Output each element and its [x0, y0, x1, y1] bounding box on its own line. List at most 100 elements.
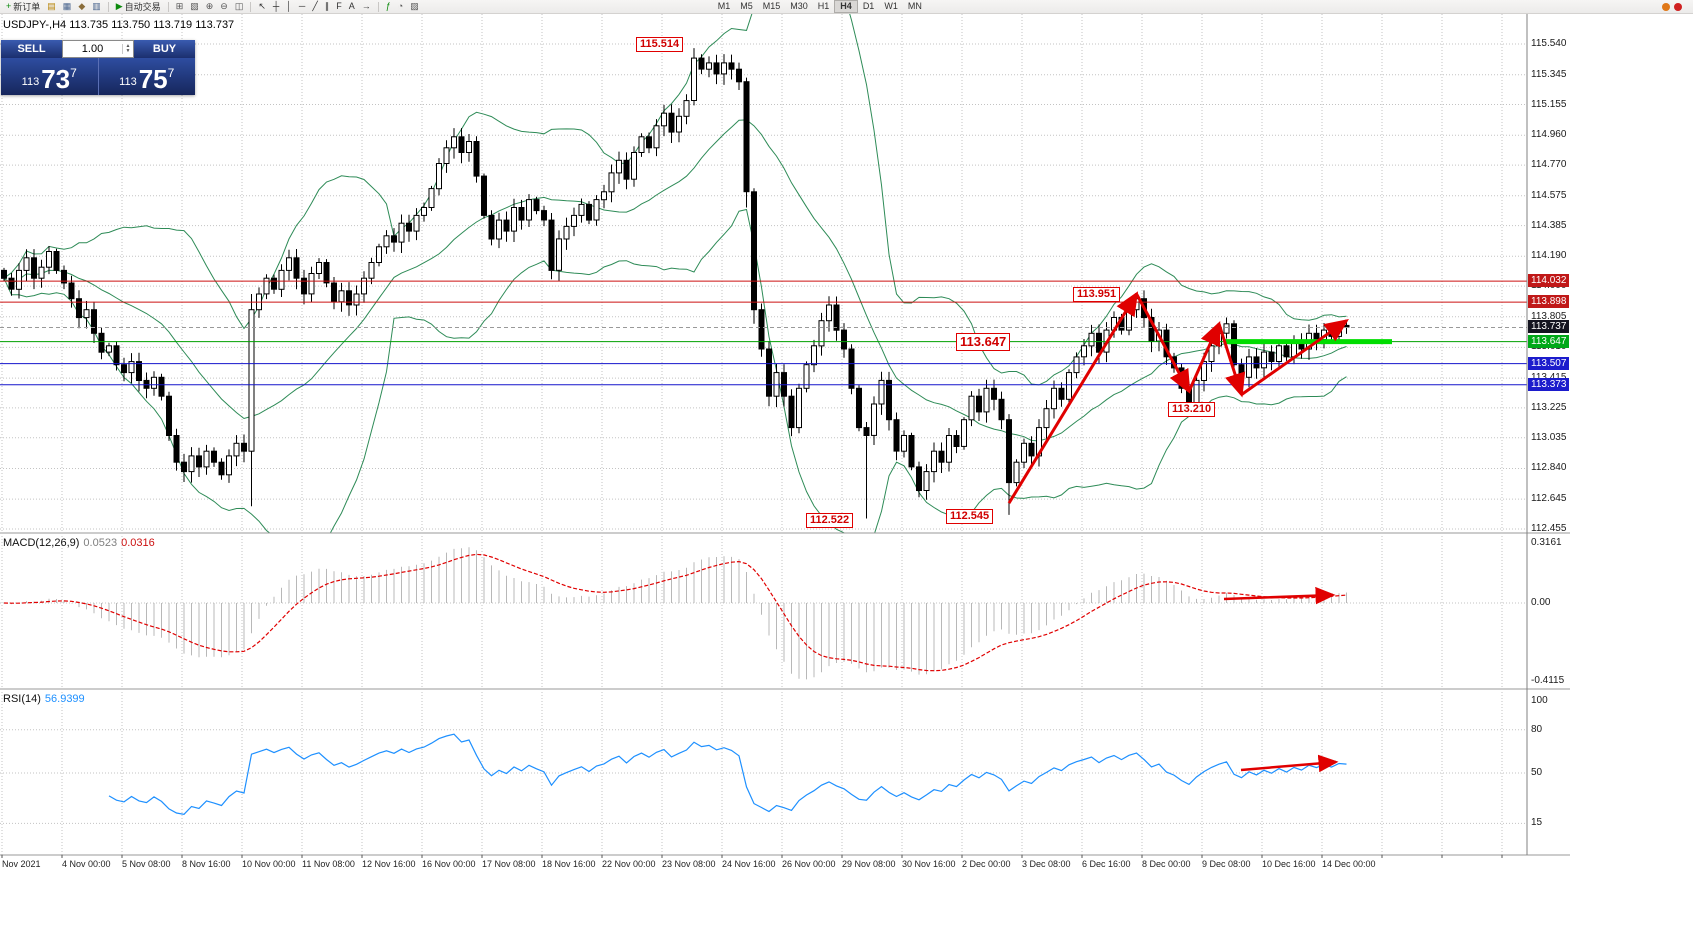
- periods-icon: ◔: [397, 1, 404, 11]
- zoom-out-button[interactable]: ⊖: [217, 0, 231, 13]
- data-window-button[interactable]: ▦: [60, 0, 75, 13]
- current-price-badge: 113.737: [1528, 320, 1569, 333]
- sell-price-handle: 113: [21, 76, 40, 88]
- level-lines[interactable]: [0, 280, 1527, 386]
- volume-spinner: ▲ ▼: [122, 44, 133, 54]
- arrows-icon: →: [361, 1, 371, 11]
- zoom-out-icon: ⊖: [220, 1, 228, 11]
- price-annotation[interactable]: 113.951: [1073, 287, 1121, 302]
- arrows-button[interactable]: →: [359, 0, 374, 13]
- tile-windows-button[interactable]: ◫: [232, 0, 247, 13]
- buy-price[interactable]: 113 75 7: [97, 58, 195, 95]
- indicators-icon: ƒ: [385, 1, 391, 11]
- trendline-button[interactable]: ╱: [309, 0, 320, 13]
- volume-up-icon[interactable]: ▲: [125, 43, 131, 49]
- new-chart-button[interactable]: ⊞: [173, 0, 187, 13]
- templates-button[interactable]: ▨: [407, 0, 422, 13]
- new-order-icon: +: [6, 1, 12, 11]
- price-tick-label: 115.540: [1531, 38, 1567, 49]
- terminal-button[interactable]: ▥: [89, 0, 104, 13]
- price-annotation[interactable]: 113.210: [1168, 402, 1216, 417]
- macd-signal-line: [3, 553, 1347, 672]
- auto-trading-button[interactable]: ▶ 自动交易: [113, 0, 164, 13]
- channel-icon: ∥: [324, 1, 330, 11]
- time-axis-label: 23 Nov 08:00: [662, 859, 716, 869]
- price-level-badge: 113.898: [1528, 295, 1569, 308]
- toolbar-right-icons: [1662, 2, 1682, 11]
- trend-arrows[interactable]: [1007, 291, 1349, 773]
- timeframe-button-m30[interactable]: M30: [790, 1, 808, 11]
- price-annotation[interactable]: 112.522: [806, 513, 854, 528]
- price-tick-label: 114.190: [1531, 250, 1567, 261]
- orange-dot-icon[interactable]: [1662, 2, 1670, 11]
- time-axis-label: 29 Nov 08:00: [842, 859, 896, 869]
- time-axis-label: 22 Nov 00:00: [602, 859, 656, 869]
- sell-price[interactable]: 113 73 7: [1, 58, 98, 95]
- buy-price-big: 75: [138, 64, 168, 94]
- text-button[interactable]: A: [346, 0, 358, 13]
- timeframe-button-h4[interactable]: H4: [834, 0, 858, 13]
- new-order-label: 新订单: [13, 2, 41, 12]
- vertical-line-button[interactable]: │: [283, 0, 295, 13]
- periods-button[interactable]: ◔: [395, 0, 406, 13]
- timeframe-button-d1[interactable]: D1: [862, 1, 875, 11]
- price-tick-label: 112.645: [1531, 493, 1567, 504]
- macd-scale-label: -0.4115: [1531, 675, 1565, 686]
- time-axis-label: 26 Nov 00:00: [782, 859, 836, 869]
- price-annotation[interactable]: 115.514: [636, 37, 684, 52]
- time-axis-label: 16 Nov 00:00: [422, 859, 476, 869]
- time-axis-label: 17 Nov 08:00: [482, 859, 536, 869]
- chart-canvas[interactable]: [0, 0, 1570, 872]
- horizontal-line-icon: ─: [298, 1, 306, 11]
- profiles-button[interactable]: ▧: [187, 0, 202, 13]
- timeframe-button-m15[interactable]: M15: [762, 1, 781, 11]
- buy-button[interactable]: BUY: [134, 40, 195, 58]
- price-tick-label: 115.345: [1531, 69, 1567, 80]
- price-tick-label: 112.455: [1531, 523, 1567, 534]
- time-axis-label: 10 Dec 16:00: [1262, 859, 1316, 869]
- cursor-button[interactable]: ↖: [255, 0, 269, 13]
- chart-title: USDJPY-,H4 113.735 113.750 113.719 113.7…: [3, 19, 235, 31]
- channel-button[interactable]: ∥: [322, 0, 333, 13]
- auto-trading-label: 自动交易: [124, 2, 161, 12]
- tile-windows-icon: ◫: [234, 1, 244, 11]
- time-axis-label: 2 Dec 00:00: [962, 859, 1011, 869]
- sell-button[interactable]: SELL: [1, 40, 62, 58]
- time-axis-label: 24 Nov 16:00: [722, 859, 776, 869]
- toolbar-separator: [377, 1, 379, 12]
- price-tick-label: 114.575: [1531, 190, 1567, 201]
- price-annotation[interactable]: 113.647: [956, 333, 1011, 351]
- time-axis-label: 12 Nov 16:00: [362, 859, 416, 869]
- volume-input[interactable]: [63, 43, 122, 55]
- timeframe-button-mn[interactable]: MN: [907, 1, 922, 11]
- horizontal-line-button[interactable]: ─: [296, 0, 308, 13]
- toolbar: + 新订单 ▤ ▦ ◆ ▥ ▶ 自动交易 ⊞ ▧ ⊕ ⊖ ◫ ↖ ┼ │ ─ ╱ ∥ F A → ƒ ◔ ▨ M1 M5 M15 M30…: [0, 0, 1693, 14]
- rsi-scale-label: 50: [1531, 767, 1543, 778]
- crosshair-button[interactable]: ┼: [270, 0, 282, 13]
- navigator-icon: ◆: [78, 1, 86, 11]
- time-axis-label: 11 Nov 08:00: [302, 859, 355, 869]
- fibonacci-button[interactable]: F: [333, 0, 345, 13]
- new-order-button[interactable]: + 新订单: [3, 0, 43, 13]
- zoom-in-button[interactable]: ⊕: [203, 0, 217, 13]
- red-dot-icon[interactable]: [1674, 2, 1682, 11]
- navigator-button[interactable]: ◆: [75, 0, 88, 13]
- buy-price-pip: 7: [167, 66, 175, 80]
- timeframe-group: M1 M5 M15 M30 H1 H4 D1 W1 MN: [713, 0, 927, 13]
- timeframe-button-m5[interactable]: M5: [740, 1, 753, 11]
- timeframe-button-m1[interactable]: M1: [717, 1, 731, 11]
- volume-down-icon[interactable]: ▼: [125, 48, 131, 54]
- rsi-value: 56.9399: [44, 693, 85, 705]
- price-annotation[interactable]: 112.545: [946, 509, 994, 524]
- timeframe-button-w1[interactable]: W1: [884, 1, 898, 11]
- price-level-badge: 113.647: [1528, 335, 1569, 348]
- indicators-button[interactable]: ƒ: [383, 0, 394, 13]
- timeframe-button-h1[interactable]: H1: [817, 1, 830, 11]
- time-axis-label: 14 Dec 00:00: [1322, 859, 1376, 869]
- time-axis-label: 6 Dec 16:00: [1082, 859, 1131, 869]
- market-watch-button[interactable]: ▤: [44, 0, 59, 13]
- time-axis-label: Nov 2021: [2, 859, 41, 869]
- auto-trading-icon: ▶: [115, 1, 123, 11]
